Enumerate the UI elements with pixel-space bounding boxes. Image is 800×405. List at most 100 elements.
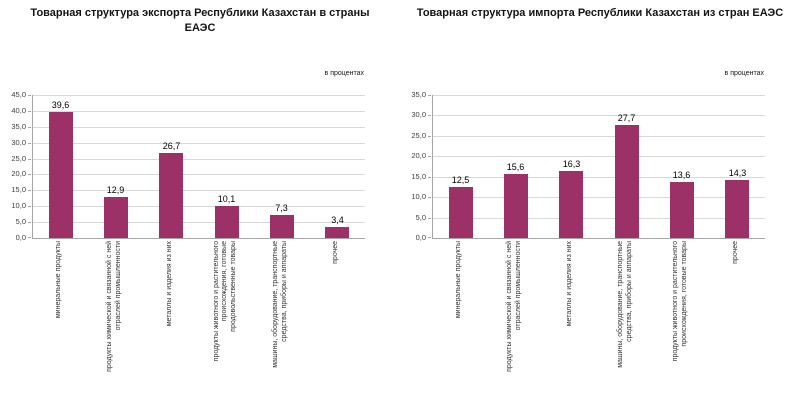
gridline [433,95,765,96]
y-tick-mark [428,237,431,238]
y-tick-label: 15,0 [11,185,26,194]
bar-value-label: 7,3 [275,203,288,213]
bar-value-label: 26,7 [162,141,181,151]
bar [504,174,528,238]
gridline [33,206,365,207]
category-label-text: минеральные продукты [455,241,463,319]
import-unit-label: в процентах [724,70,764,77]
gridline [433,177,765,178]
y-tick-mark [428,136,431,137]
bar [449,187,473,238]
gridline [33,190,365,191]
import-chart-title: Товарная структура импорта Республики Ка… [416,7,784,19]
bar [159,153,183,238]
y-tick-label: 20,0 [11,169,26,178]
gridline [33,159,365,160]
gridline [433,218,765,219]
y-tick-mark [28,111,31,112]
category-label: металлы и изделия из них [543,241,598,381]
category-label-text: продукты животного и растительного проис… [672,241,688,362]
y-tick-label: 35,0 [411,90,426,99]
bar-value-label: 14,3 [728,168,747,178]
y-tick-mark [28,95,31,96]
bar-value-label: 12,5 [451,175,470,185]
bar-value-label: 39,6 [51,100,70,110]
y-tick-label: 10,0 [11,201,26,210]
y-tick-label: 45,0 [11,90,26,99]
bar [559,171,583,238]
y-tick-mark [28,237,31,238]
y-tick-mark [428,218,431,219]
y-tick-mark [428,115,431,116]
gridline [33,95,365,96]
gridline [433,136,765,137]
category-label-text: машины, оборудование, транспортные средс… [617,241,633,368]
category-label: металлы и изделия из них [143,241,198,381]
gridline [33,111,365,112]
bar-value-label: 3,4 [331,215,344,225]
y-tick-label: 15,0 [411,172,426,181]
category-label-text: машины, оборудование, транспортные средс… [272,241,288,368]
bar [670,182,694,238]
export-chart-title: Товарная структура экспорта Республики К… [30,7,370,34]
category-label-text: прочее [732,241,740,264]
y-tick-mark [428,197,431,198]
export-unit-label: в процентах [324,70,364,77]
y-tick-mark [28,174,31,175]
category-label: минеральные продукты [32,241,87,381]
gridline [33,222,365,223]
import-y-axis: 0,0 5,0 10,0 15,0 20,0 25,0 30,0 35,0 [400,91,431,242]
bar [215,206,239,238]
bar [270,215,294,238]
y-tick-mark [28,222,31,223]
gridline [433,156,765,157]
category-label: прочее [309,241,364,381]
bar [104,197,128,238]
category-label: машины, оборудование, транспортные средс… [253,241,308,381]
category-label-text: металлы и изделия из них [566,241,574,327]
export-y-axis: 0,0 5,0 10,0 15,0 20,0 25,0 30,0 35,0 40,0 45,0 [0,91,31,242]
bar [615,125,639,238]
y-tick-label: 5,0 [415,213,426,222]
y-tick-label: 25,0 [411,131,426,140]
import-x-labels: минеральные продукты продукты химической … [432,239,764,401]
y-tick-mark [428,95,431,96]
y-tick-mark [28,190,31,191]
category-label: продукты химической и связанной с ней от… [87,241,142,381]
category-label-text: продукты животного и растительного проис… [212,241,237,362]
y-tick-mark [28,143,31,144]
y-tick-mark [28,159,31,160]
gridline [433,197,765,198]
y-tick-mark [28,206,31,207]
gridline [33,127,365,128]
bar [725,180,749,238]
bar-value-label: 10,1 [217,194,236,204]
gridline [433,115,765,116]
gridline [33,174,365,175]
category-label-text: продукты химической и связанной с ней от… [106,241,122,372]
bar-value-label: 13,6 [672,170,691,180]
y-tick-label: 25,0 [11,154,26,163]
category-label-text: металлы и изделия из них [166,241,174,327]
bar-value-label: 27,7 [617,113,636,123]
bar-value-label: 12,9 [106,185,125,195]
export-chart: Товарная структура экспорта Республики К… [0,7,370,401]
y-tick-mark [428,177,431,178]
bar [49,112,73,238]
category-label-text: прочее [332,241,340,264]
category-label: прочее [709,241,764,381]
export-x-labels: минеральные продукты продукты химической … [32,239,364,401]
bar [325,227,349,238]
y-tick-label: 0,0 [15,233,26,242]
y-tick-label: 10,0 [411,192,426,201]
y-tick-label: 0,0 [415,233,426,242]
category-label: продукты животного и растительного проис… [198,241,253,381]
bar-value-label: 16,3 [562,159,581,169]
y-tick-label: 20,0 [411,151,426,160]
gridline [33,143,365,144]
category-label: минеральные продукты [432,241,487,381]
import-plot-area: 12,5 15,6 16,3 27,7 13,6 14,3 [432,95,765,239]
y-tick-mark [428,156,431,157]
import-chart: Товарная структура импорта Республики Ка… [400,0,800,405]
